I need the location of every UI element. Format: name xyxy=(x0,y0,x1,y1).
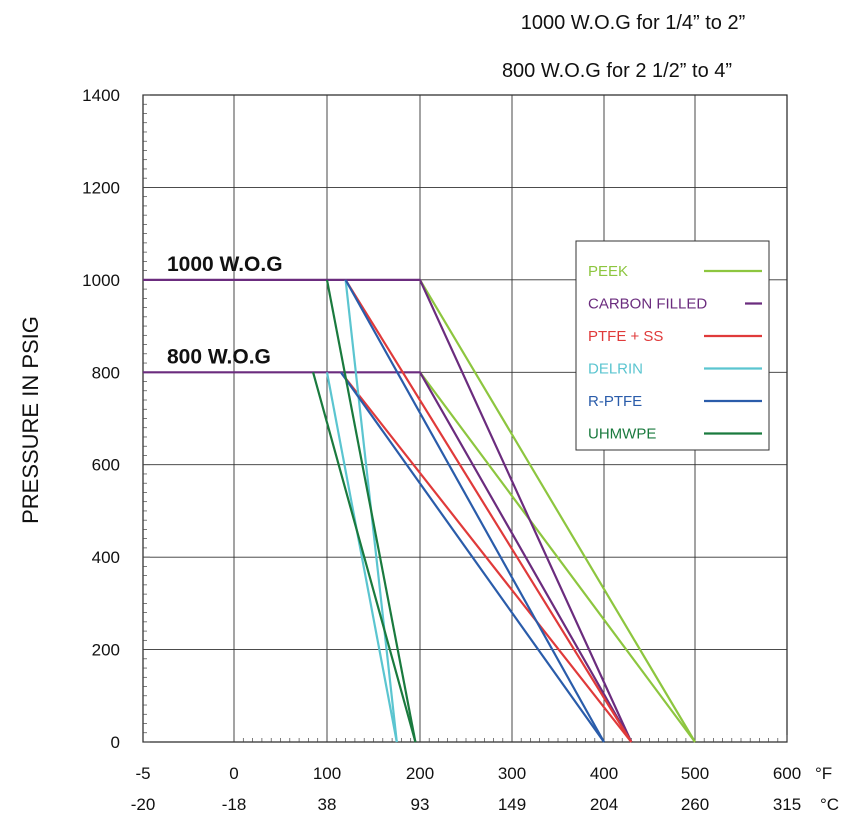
x-tick-label-c: 93 xyxy=(411,795,430,814)
y-tick-label: 800 xyxy=(92,363,120,382)
rating-lines: 1000 W.O.G 800 W.O.G xyxy=(167,253,283,368)
minor-ticks xyxy=(143,94,788,743)
series-line-peek xyxy=(419,279,696,743)
rating-label: 800 W.O.G xyxy=(167,345,271,368)
series-line-uhmwpe xyxy=(312,372,417,743)
y-tick-label: 1400 xyxy=(82,86,120,105)
x-unit-fahrenheit: °F xyxy=(815,764,832,783)
series-line-uhmwpe xyxy=(325,279,417,743)
y-tick-label: 1200 xyxy=(82,178,120,197)
x-tick-label-f: 300 xyxy=(498,764,526,783)
y-tick-label: 0 xyxy=(111,733,120,752)
series-line-peek xyxy=(419,371,696,743)
x-tick-label-f: 400 xyxy=(590,764,618,783)
legend-label: CARBON FILLED xyxy=(588,296,707,313)
series-line-r-ptfe xyxy=(344,279,605,743)
x-tick-label-c: 204 xyxy=(590,795,618,814)
legend-label: DELRIN xyxy=(588,361,643,378)
series-line-ptfe-ss xyxy=(340,371,633,743)
y-tick-label: 1000 xyxy=(82,271,120,290)
legend: PEEK CARBON FILLED PTFE + SS DELRIN R-PTFE UH… xyxy=(575,240,770,451)
legend-label: R-PTFE xyxy=(588,393,642,410)
x-tick-label-c: -18 xyxy=(222,795,247,814)
title-line-1: 1000 W.O.G for 1/4” to 2” xyxy=(521,12,746,34)
series-line-r-ptfe xyxy=(340,371,605,743)
x-tick-label-f: 600 xyxy=(773,764,801,783)
y-tick-label: 600 xyxy=(92,456,120,475)
rating-label: 1000 W.O.G xyxy=(167,253,283,276)
series-line-delrin xyxy=(325,372,398,743)
y-tick-label: 200 xyxy=(92,641,120,660)
series-line-carbon-filled xyxy=(143,371,633,743)
x-tick-label-f: 0 xyxy=(229,764,238,783)
legend-label: PTFE + SS xyxy=(588,328,663,345)
x-tick-label-f: 200 xyxy=(406,764,434,783)
series-line-ptfe-ss xyxy=(344,279,633,743)
x-tick-label-c: 38 xyxy=(318,795,337,814)
axis-labels: 0 200 400 600 800 1000 1200 1400 -5 0 100 200 300 400… xyxy=(82,86,801,814)
x-tick-label-f: -5 xyxy=(135,764,150,783)
legend-label: UHMWPE xyxy=(588,426,656,443)
series-lines xyxy=(143,278,696,743)
title-line-2: 800 W.O.G for 2 1/2” to 4” xyxy=(502,60,732,82)
series-line-carbon-filled xyxy=(143,278,633,743)
x-tick-label-c: -20 xyxy=(131,795,156,814)
x-tick-label-c: 260 xyxy=(681,795,709,814)
x-tick-label-f: 100 xyxy=(313,764,341,783)
legend-label: PEEK xyxy=(588,263,628,280)
x-tick-label-f: 500 xyxy=(681,764,709,783)
y-tick-label: 400 xyxy=(92,548,120,567)
x-unit-celsius: °C xyxy=(820,795,839,814)
x-tick-label-c: 315 xyxy=(773,795,801,814)
x-tick-label-c: 149 xyxy=(498,795,526,814)
legend-box xyxy=(575,240,770,451)
y-axis-title: PRESSURE IN PSIG xyxy=(18,316,43,524)
